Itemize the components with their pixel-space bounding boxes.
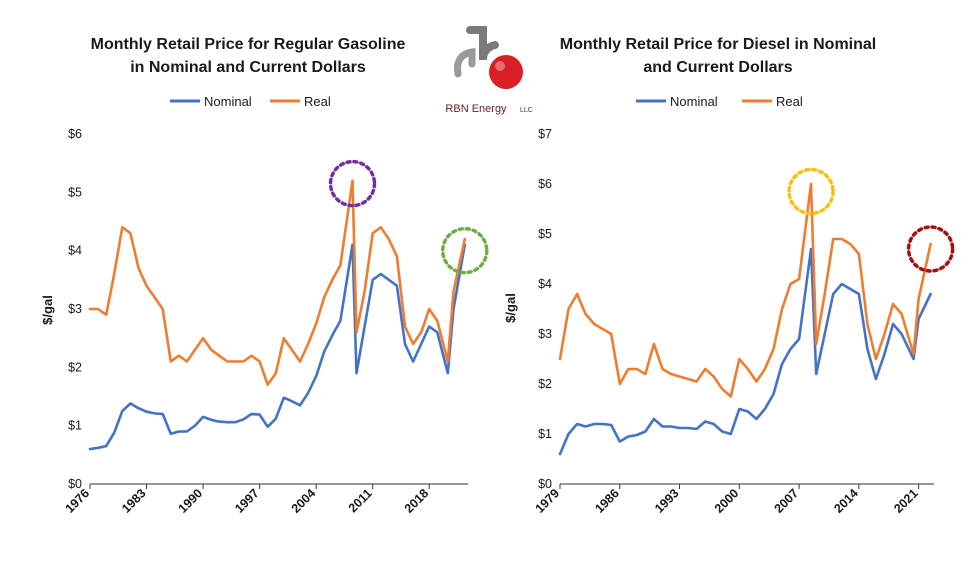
gasoline-highlight-circle-2 (441, 226, 489, 275)
diesel-x-tick-label: 1979 (533, 486, 563, 516)
diesel-chart-title-line-1: Monthly Retail Price for Diesel in Nomin… (560, 36, 877, 53)
gasoline-chart-title-line-2: in Nominal and Current Dollars (130, 59, 366, 76)
diesel-y-tick-label: $0 (538, 477, 552, 491)
diesel-x-tick-label: 2000 (712, 486, 742, 516)
gasoline-legend-nominal-label: Nominal (204, 94, 252, 109)
diesel-legend-nominal-label: Nominal (670, 94, 718, 109)
diesel-highlight-circle-1 (787, 167, 835, 216)
diesel-real-series-line (558, 182, 932, 398)
rbn-logo-text: RBN Energy (445, 103, 507, 115)
gasoline-chart: Monthly Retail Price for Regular Gasolin… (40, 36, 489, 516)
diesel-chart-title-line-2: and Current Dollars (643, 59, 792, 76)
diesel-y-tick-label: $5 (538, 227, 552, 241)
diesel-x-tick-label: 1993 (652, 486, 682, 516)
diesel-y-tick-label: $2 (538, 377, 552, 391)
gasoline-real-series-line (88, 179, 467, 387)
gasoline-x-tick-label: 1990 (176, 486, 206, 516)
rbn-logo-mark-icon (454, 26, 523, 89)
diesel-x-tick-label: 2014 (831, 486, 861, 516)
gasoline-nominal-series-line (88, 243, 467, 451)
gasoline-y-tick-label: $6 (68, 127, 82, 141)
diesel-y-tick-label: $3 (538, 327, 552, 341)
gasoline-legend: Nominal Real (170, 94, 331, 109)
gasoline-highlight-circle-1 (328, 159, 377, 208)
gasoline-x-tick-label: 2018 (402, 486, 432, 516)
diesel-x-tick-label: 1986 (592, 486, 622, 516)
rbn-energy-logo: RBN Energy LLC (445, 26, 533, 115)
diesel-y-tick-label: $1 (538, 427, 552, 441)
gasoline-y-tick-label: $2 (68, 360, 82, 374)
diesel-plot-area: $0 $1 $2 $3 $4 $5 $6 $7 1979 1986 1993 2000 2007 2014… (533, 127, 955, 516)
gasoline-legend-real-label: Real (304, 94, 331, 109)
diesel-highlight-circle-2 (906, 225, 955, 273)
diesel-y-axis-title: $/gal (503, 293, 518, 323)
diesel-x-tick-label: 2021 (891, 486, 921, 516)
gasoline-chart-title-line-1: Monthly Retail Price for Regular Gasolin… (91, 36, 406, 53)
gasoline-x-tick-label: 1976 (63, 486, 93, 516)
rbn-logo-suffix: LLC (520, 107, 533, 114)
gasoline-y-tick-label: $4 (68, 244, 82, 258)
gasoline-y-tick-label: $1 (68, 419, 82, 433)
gasoline-x-tick-label: 2004 (289, 486, 319, 516)
gasoline-x-tick-label: 1997 (232, 486, 262, 516)
diesel-y-tick-label: $7 (538, 127, 552, 141)
diesel-legend-real-label: Real (776, 94, 803, 109)
diesel-y-tick-label: $4 (538, 277, 552, 291)
gasoline-y-tick-label: $0 (68, 477, 82, 491)
diesel-nominal-series-line (558, 247, 932, 456)
gasoline-y-tick-label: $5 (68, 185, 82, 199)
diesel-chart: Monthly Retail Price for Diesel in Nomin… (503, 36, 955, 516)
gasoline-y-tick-label: $3 (68, 302, 82, 316)
diesel-x-tick-label: 2007 (772, 486, 802, 516)
gasoline-x-tick-label: 2011 (346, 486, 375, 515)
gasoline-y-axis-title: $/gal (40, 295, 55, 325)
gasoline-x-tick-label: 1983 (119, 486, 149, 516)
gasoline-plot-area: $0 $1 $2 $3 $4 $5 $6 1976 1983 1990 1997 2004 2011 20… (63, 127, 489, 516)
diesel-legend: Nominal Real (636, 94, 803, 109)
diesel-y-tick-label: $6 (538, 177, 552, 191)
